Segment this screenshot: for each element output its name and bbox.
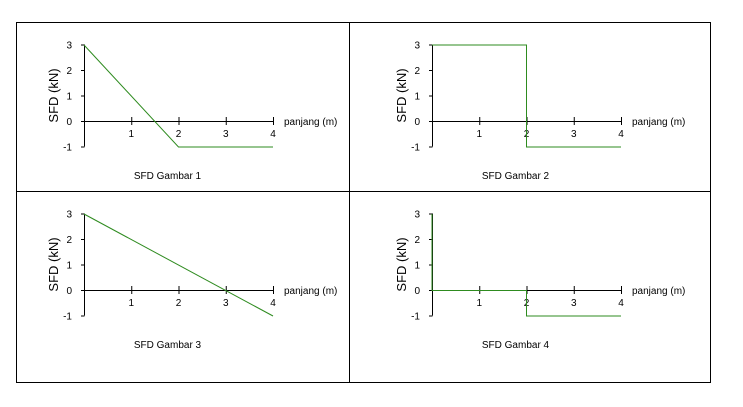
x-tick-label: 3 xyxy=(571,129,577,140)
y-tick-label: 0 xyxy=(66,117,72,128)
chart-caption: SFD Gambar 2 xyxy=(482,171,550,182)
y-tick-label: 1 xyxy=(66,92,72,103)
y-tick-label: 0 xyxy=(66,286,72,297)
y-tick-label: 1 xyxy=(414,261,420,272)
y-tick-label: 2 xyxy=(414,66,420,77)
x-tick-label: 3 xyxy=(223,129,229,140)
x-tick-label: 4 xyxy=(270,298,276,309)
chart-caption: SFD Gambar 3 xyxy=(134,340,202,351)
y-tick-label: 3 xyxy=(414,210,420,221)
y-tick-label: 3 xyxy=(414,41,420,52)
x-tick-label: 3 xyxy=(571,298,577,309)
x-tick-label: 1 xyxy=(476,298,482,309)
sfd-series-line xyxy=(432,44,621,148)
panel-frame xyxy=(349,191,711,383)
sfd-panel-1: 3 2 1 0 -1 1 2 3 4 panjang (m) SFD (kN) SFD Gambar … xyxy=(16,22,350,192)
y-tick-label: 2 xyxy=(66,235,72,246)
x-tick-label: 1 xyxy=(128,129,134,140)
y-tick-label: -1 xyxy=(411,143,420,154)
sfd-series-line xyxy=(83,213,274,317)
y-tick-label: -1 xyxy=(63,143,72,154)
x-axis-label: panjang (m) xyxy=(284,286,337,297)
y-tick-label: 0 xyxy=(414,286,420,297)
y-axis-label: SFD (kN) xyxy=(46,68,61,122)
y-tick-label: 3 xyxy=(66,41,72,52)
x-tick-label: 2 xyxy=(176,298,182,309)
x-tick-label: 3 xyxy=(223,298,229,309)
y-tick-label: -1 xyxy=(411,312,420,323)
x-tick-label: 1 xyxy=(128,298,134,309)
sfd-series-line xyxy=(431,214,621,317)
x-axis-label: panjang (m) xyxy=(284,117,337,128)
chart-caption: SFD Gambar 1 xyxy=(134,171,202,182)
sfd-series-line xyxy=(83,44,273,148)
y-axis-label: SFD (kN) xyxy=(394,237,409,291)
y-tick-label: 0 xyxy=(414,117,420,128)
y-axis-label: SFD (kN) xyxy=(394,68,409,122)
sfd-panel-3: 3 2 1 0 -1 1 2 3 4 panjang (m) SFD (kN) SFD Gambar … xyxy=(16,191,350,383)
y-tick-label: 2 xyxy=(414,235,420,246)
y-tick-label: 3 xyxy=(66,210,72,221)
y-tick-label: 2 xyxy=(66,66,72,77)
x-tick-label: 4 xyxy=(618,298,624,309)
x-tick-label: 1 xyxy=(476,129,482,140)
y-tick-label: -1 xyxy=(63,312,72,323)
x-tick-label: 4 xyxy=(618,129,624,140)
chart-caption: SFD Gambar 4 xyxy=(482,340,550,351)
x-tick-label: 2 xyxy=(176,129,182,140)
y-tick-label: 1 xyxy=(414,92,420,103)
x-axis-label: panjang (m) xyxy=(632,117,685,128)
x-tick-label: 4 xyxy=(270,129,276,140)
y-tick-label: 1 xyxy=(66,261,72,272)
y-axis-label: SFD (kN) xyxy=(46,237,61,291)
x-axis-label: panjang (m) xyxy=(632,286,685,297)
